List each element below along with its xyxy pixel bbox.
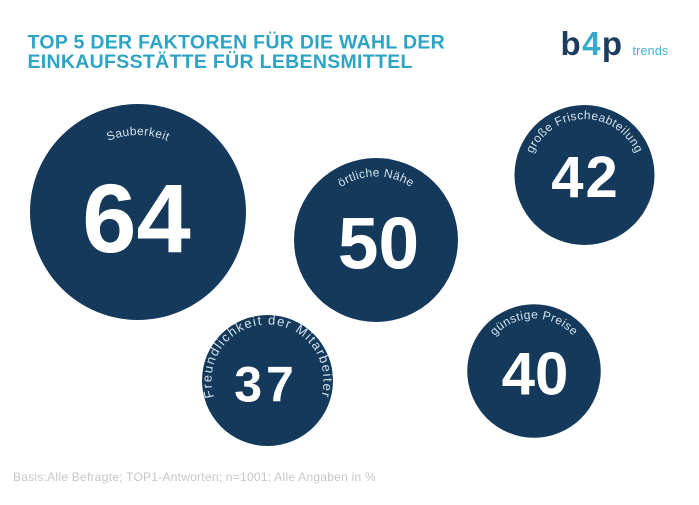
svg-text:42: 42 [551, 145, 620, 210]
svg-text:37: 37 [234, 357, 298, 413]
svg-text:trends: trends [633, 44, 669, 58]
svg-text:Basis:Alle Befragte; TOP1-Antw: Basis:Alle Befragte; TOP1-Antworten; n=1… [13, 470, 376, 484]
svg-text:64: 64 [82, 164, 190, 273]
svg-text:TOP 5 DER FAKTOREN FÜR DIE WAH: TOP 5 DER FAKTOREN FÜR DIE WAHL DER [28, 30, 446, 53]
svg-text:40: 40 [502, 341, 569, 408]
svg-text:EINKAUFSSTÄTTE FÜR LEBENSMITTE: EINKAUFSSTÄTTE FÜR LEBENSMITTEL [28, 50, 413, 73]
svg-text:50: 50 [338, 204, 419, 285]
svg-text:b4p: b4p [561, 25, 624, 62]
